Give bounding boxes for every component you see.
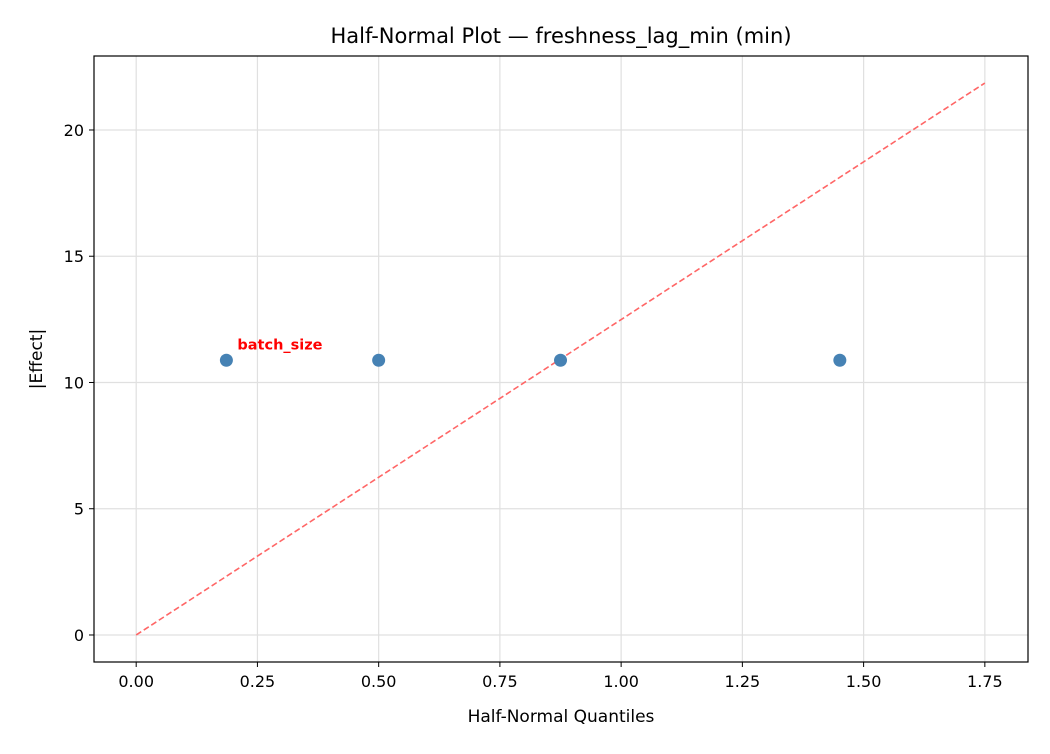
- plot-frame: [93, 55, 1029, 663]
- x-tick-label: 1.00: [603, 672, 639, 691]
- y-tick-label: 5: [74, 500, 84, 519]
- x-tick-label: 1.25: [725, 672, 761, 691]
- y-axis-ticks: 0 5 10 15 20: [64, 121, 94, 645]
- y-axis-label: |Effect|: [27, 329, 47, 389]
- x-tick-label: 1.50: [846, 672, 882, 691]
- data-point: [833, 353, 847, 367]
- data-point: [372, 353, 386, 367]
- y-tick-label: 15: [64, 247, 84, 266]
- x-tick-label: 0.50: [361, 672, 397, 691]
- data-point: [219, 353, 233, 367]
- grid: [94, 56, 1028, 662]
- x-tick-label: 1.75: [967, 672, 1003, 691]
- x-axis-ticks: 0.00 0.25 0.50 0.75 1.00 1.25 1.50 1.75: [118, 662, 1003, 691]
- points-group: [219, 353, 847, 367]
- x-tick-label: 0.75: [482, 672, 518, 691]
- chart-title: Half-Normal Plot — freshness_lag_min (mi…: [330, 24, 791, 49]
- data-point: [554, 353, 568, 367]
- x-tick-label: 0.25: [240, 672, 276, 691]
- point-annotation: batch_size: [237, 337, 322, 353]
- y-tick-label: 0: [74, 626, 84, 645]
- x-tick-label: 0.00: [118, 672, 154, 691]
- annotations-group: batch_size: [237, 337, 322, 353]
- y-tick-label: 10: [64, 373, 84, 392]
- x-axis-label: Half-Normal Quantiles: [468, 707, 655, 727]
- y-tick-label: 20: [64, 121, 84, 140]
